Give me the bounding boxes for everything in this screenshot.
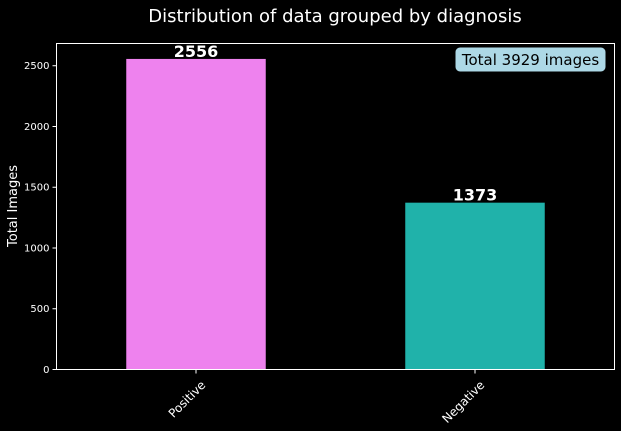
y-axis-ticks: 0 500 1000 1500 2000 2500	[24, 61, 57, 376]
plot-frame	[56, 43, 615, 370]
y-tick-label: 0	[43, 365, 49, 376]
y-tick-label: 500	[30, 304, 49, 315]
x-tick-label-positive: Positive	[166, 378, 209, 421]
y-tick-label: 2000	[24, 122, 49, 133]
value-labels-group: 2556 1373	[174, 42, 498, 205]
bar-negative	[405, 202, 545, 370]
value-label-positive: 2556	[174, 42, 219, 61]
y-tick-label: 1500	[24, 183, 49, 194]
chart-title: Distribution of data grouped by diagnosi…	[148, 6, 521, 27]
y-tick-label: 1000	[24, 243, 49, 254]
total-annotation-text: Total 3929 images	[461, 51, 599, 69]
total-annotation-box	[455, 47, 606, 72]
y-tick-label: 2500	[24, 61, 49, 72]
bar-positive	[126, 58, 266, 370]
y-axis-label: Total Images	[6, 165, 21, 248]
bars-group	[126, 58, 545, 370]
x-tick-label-negative: Negative	[439, 378, 487, 426]
x-axis-ticks: Positive Negative	[166, 369, 487, 426]
total-annotation: Total 3929 images	[455, 47, 606, 72]
value-label-negative: 1373	[453, 186, 498, 205]
